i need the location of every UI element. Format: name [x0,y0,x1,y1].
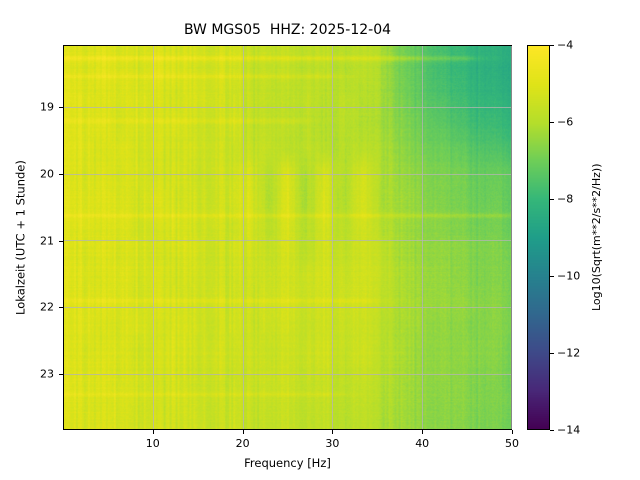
colorbar-tick-mark [550,276,554,277]
colorbar-tick-mark [550,430,554,431]
colorbar-tick-label: −10 [557,269,581,283]
gridline-h [64,173,511,175]
gridline-v [153,46,155,429]
plot-area [63,45,512,430]
gridline-v [332,46,334,429]
colorbar [527,45,550,430]
y-tick-mark [59,307,63,309]
gridline-v [511,46,512,429]
spectrogram-image [64,46,511,429]
x-tick-mark [332,430,334,434]
gridline-v [242,46,244,429]
colorbar-tick-label: −14 [557,423,581,437]
colorbar-label: Log10(Sqrt(m**2/s**2/Hz)) [590,163,603,312]
x-tick-label: 50 [505,437,519,450]
colorbar-gradient [528,46,549,429]
colorbar-tick-label: −4 [557,38,574,52]
colorbar-tick-mark [550,122,554,123]
figure-title: BW MGS05 HHZ: 2025-12-04 [183,22,392,38]
colorbar-tick-label: −12 [557,346,581,360]
x-tick-label: 10 [145,437,160,450]
gridline-h [64,373,511,375]
gridline-h [64,240,511,242]
y-tick-label: 20 [40,167,54,181]
x-tick-mark [152,430,154,434]
y-tick-mark [59,374,63,376]
colorbar-tick-label: −8 [557,192,574,206]
x-tick-mark [242,430,244,434]
y-tick-label: 22 [40,300,54,314]
y-tick-label: 19 [40,100,54,114]
colorbar-tick-mark [550,353,554,354]
x-tick-label: 20 [235,437,250,450]
colorbar-tick-mark [550,199,554,200]
y-tick-mark [59,173,63,175]
x-tick-mark [422,430,424,434]
colorbar-tick-mark [550,45,554,46]
gridline-v [421,46,423,429]
colorbar-tick-label: −6 [557,115,574,129]
y-tick-mark [59,106,63,108]
gridline-h [64,107,511,109]
y-tick-mark [59,240,63,242]
y-tick-label: 23 [40,367,54,381]
x-tick-mark [512,430,513,434]
y-tick-label: 21 [40,234,54,247]
x-axis-label: Frequency [Hz] [244,456,331,470]
x-tick-label: 30 [325,437,340,450]
x-tick-label: 40 [415,437,430,450]
gridline-h [64,307,511,309]
